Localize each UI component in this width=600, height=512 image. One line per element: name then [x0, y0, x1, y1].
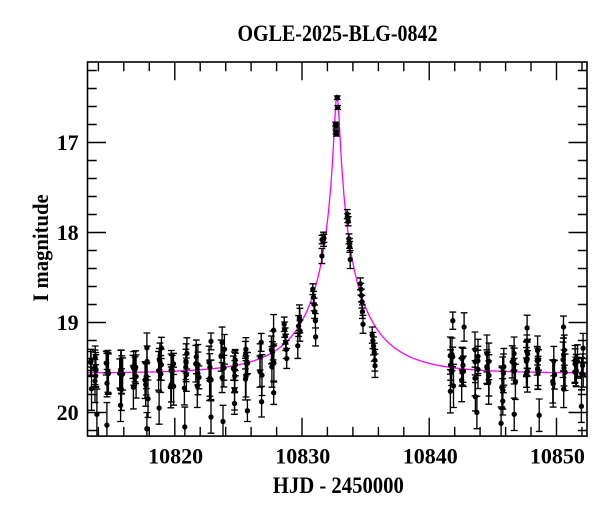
svg-text:10850: 10850 [530, 444, 585, 469]
svg-text:OGLE-2025-BLG-0842: OGLE-2025-BLG-0842 [237, 21, 437, 47]
svg-text:10840: 10840 [403, 444, 458, 469]
svg-text:20: 20 [57, 400, 79, 425]
svg-text:I magnitude: I magnitude [28, 194, 53, 301]
svg-text:HJD - 2450000: HJD - 2450000 [273, 473, 404, 498]
svg-text:10830: 10830 [275, 444, 330, 469]
svg-text:18: 18 [57, 220, 79, 245]
svg-text:17: 17 [57, 130, 79, 155]
svg-text:19: 19 [57, 310, 79, 335]
svg-text:10820: 10820 [148, 444, 203, 469]
